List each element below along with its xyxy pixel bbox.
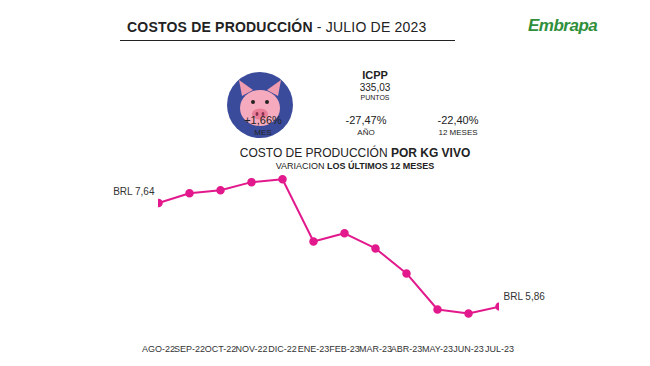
- html-text:Embrapa: Embrapa: [528, 16, 598, 35]
- html-text:-27,47%: -27,47%: [345, 114, 387, 126]
- svg-text:DIC-22: DIC-22: [268, 344, 297, 354]
- html-text:COSTO DE PRODUCCIÓN POR KG VIV: COSTO DE PRODUCCIÓN POR KG VIVO: [239, 146, 471, 160]
- html-text:ICPP: ICPP: [362, 69, 388, 81]
- html-text:335,03: 335,03: [359, 82, 391, 93]
- svg-text:JUN-23: JUN-23: [453, 344, 484, 354]
- svg-text:MAY-23: MAY-23: [422, 344, 453, 354]
- svg-text:BRL 7,64: BRL 7,64: [113, 186, 155, 197]
- svg-text:SEP-22: SEP-22: [174, 344, 205, 354]
- html-text:AÑO: AÑO: [357, 128, 375, 137]
- html-text:-22,40%: -22,40%: [437, 114, 479, 126]
- svg-text:NOV-22: NOV-22: [235, 344, 267, 354]
- svg-text:FEB-23: FEB-23: [329, 344, 360, 354]
- svg-text:JUL-23: JUL-23: [485, 344, 514, 354]
- svg-text:ENE-23: ENE-23: [298, 344, 330, 354]
- svg-text:BRL 5,86: BRL 5,86: [504, 291, 546, 302]
- html-text:COSTOS DE PRODUCCIÓN - JULIO D: COSTOS DE PRODUCCIÓN - JULIO DE 2023: [127, 19, 427, 35]
- html-text:+1,66%: +1,66%: [244, 114, 282, 126]
- html-text:PUNTOS: PUNTOS: [360, 94, 390, 101]
- html-text:12 MESES: 12 MESES: [438, 128, 478, 137]
- svg-text:ABR-23: ABR-23: [391, 344, 423, 354]
- svg-text:AGO-22: AGO-22: [142, 344, 175, 354]
- svg-text:OCT-22: OCT-22: [205, 344, 237, 354]
- svg-text:MAR-23: MAR-23: [359, 344, 392, 354]
- html-text:MES: MES: [254, 128, 272, 137]
- html-text:VARIACION LOS ÚLTIMOS 12 MESES: VARIACION LOS ÚLTIMOS 12 MESES: [275, 161, 435, 171]
